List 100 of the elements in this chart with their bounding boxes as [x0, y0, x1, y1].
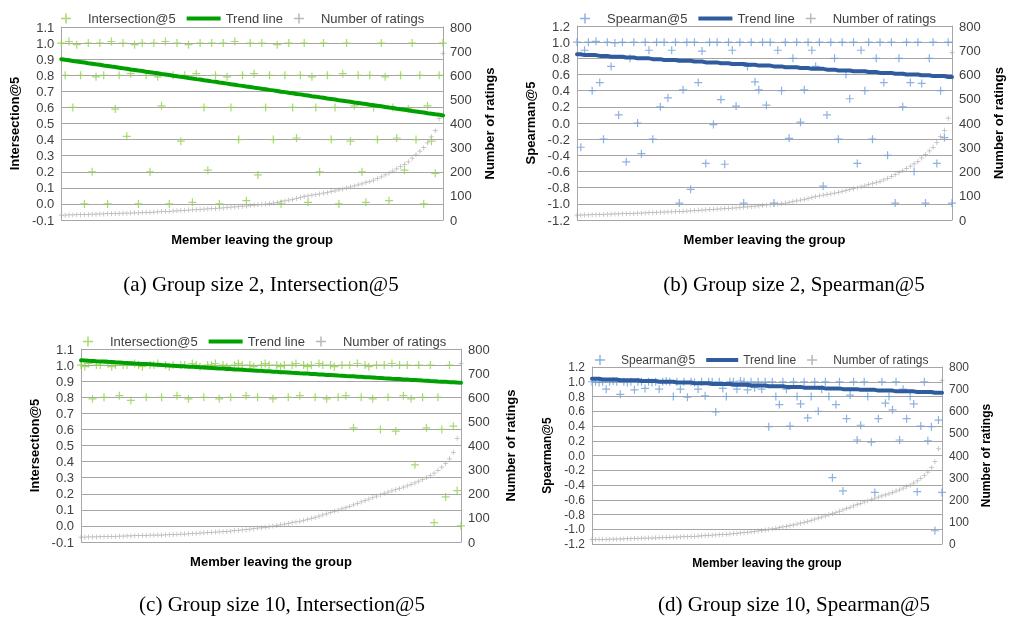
- y2-tick-label: 700: [450, 43, 472, 59]
- y-tick-label: 0.0: [55, 518, 74, 534]
- y-tick-label: -1.2: [564, 537, 586, 551]
- y-axis-title: Spearman@5: [540, 416, 555, 494]
- y2-tick-label: 0: [468, 534, 476, 550]
- legend-label: Intersection@5: [88, 11, 176, 26]
- x-axis-title: Member leaving the group: [683, 231, 846, 247]
- y-tick-label: -0.1: [31, 212, 55, 228]
- legend-label: Number of ratings: [832, 11, 937, 26]
- y2-tick-label: 800: [450, 19, 472, 35]
- y2-tick-label: 100: [468, 510, 490, 526]
- y2-axis-title: Number of ratings: [991, 67, 1006, 179]
- y2-tick-label: 800: [949, 360, 970, 374]
- y-tick-label: 1.0: [36, 35, 55, 51]
- y-tick-label: 1.1: [36, 19, 55, 35]
- y2-tick-label: 0: [450, 212, 458, 228]
- y2-tick-label: 600: [949, 404, 970, 419]
- y2-tick-label: 700: [468, 365, 490, 381]
- y-axis-title: Spearman@5: [522, 81, 538, 165]
- y-tick-label: 0.6: [551, 67, 570, 82]
- y2-tick-label: 700: [949, 382, 970, 397]
- y-tick-label: 0.8: [568, 389, 586, 404]
- text: (d) Group size 10, Spearman@5: [658, 591, 930, 616]
- y-tick-label: 1.2: [551, 18, 570, 34]
- y-tick-label: -0.8: [547, 180, 570, 196]
- legend-label: Trend line: [247, 334, 305, 349]
- text: (a) Group size 2, Intersection@5: [123, 271, 399, 296]
- legend-label: Trend line: [737, 11, 795, 26]
- y-tick-label: -0.6: [547, 164, 570, 179]
- y2-tick-label: 300: [949, 470, 970, 485]
- y2-tick-label: 400: [959, 115, 981, 131]
- y-tick-label: -0.2: [547, 131, 570, 147]
- x-axis-title: Member leaving the group: [190, 553, 352, 569]
- y-tick-label: -0.6: [564, 492, 586, 507]
- x-axis-title: Member leaving the group: [692, 555, 842, 570]
- y2-tick-label: 300: [959, 139, 981, 155]
- y-tick-label: 0.7: [36, 83, 55, 99]
- y-tick-label: 0.3: [36, 148, 55, 164]
- y2-tick-label: 100: [450, 188, 472, 204]
- y-tick-label: 0.1: [55, 502, 74, 518]
- y-tick-label: 1.0: [568, 374, 586, 389]
- y-tick-label: 0.1: [36, 180, 55, 196]
- y-tick-label: -1.0: [564, 522, 586, 537]
- y2-tick-label: 600: [468, 389, 490, 405]
- legend-label: Spearman@5: [607, 11, 688, 26]
- y2-tick-label: 300: [450, 140, 472, 156]
- y-tick-label: 0.4: [36, 132, 55, 148]
- y-tick-label: 0.9: [36, 51, 55, 67]
- y2-tick-label: 400: [468, 438, 490, 453]
- y-tick-label: 0.6: [568, 404, 586, 419]
- legend-label: Number of ratings: [833, 353, 929, 367]
- y2-axis-title: Number of ratings: [503, 389, 518, 502]
- y-tick-label: 0.0: [568, 448, 586, 463]
- y-tick-label: -1.2: [547, 212, 570, 228]
- y-tick-label: -0.2: [564, 463, 586, 478]
- y-tick-label: 0.8: [36, 67, 55, 83]
- legend-label: Trend line: [743, 353, 797, 367]
- y-tick-label: -0.1: [51, 534, 74, 550]
- y-tick-label: 0.5: [55, 438, 74, 453]
- y-tick-label: 0.2: [568, 433, 586, 448]
- y-tick-label: 0.2: [551, 99, 570, 115]
- y2-tick-label: 500: [450, 91, 472, 107]
- y-tick-label: 1.2: [568, 360, 586, 374]
- legend-label: Number of ratings: [320, 11, 425, 26]
- y2-tick-label: 200: [959, 164, 981, 179]
- y-tick-label: 1.1: [55, 341, 74, 357]
- y-tick-label: 0.3: [55, 470, 74, 486]
- y2-tick-label: 400: [450, 116, 472, 131]
- y2-tick-label: 400: [949, 448, 970, 463]
- y2-tick-label: 500: [959, 91, 981, 107]
- y-tick-label: 0.8: [55, 389, 74, 405]
- y-tick-label: 0.9: [55, 373, 74, 389]
- y2-axis-title: Number of ratings: [979, 403, 993, 508]
- text: (c) Group size 10, Intersection@5: [139, 591, 425, 616]
- y-tick-label: 0.4: [55, 454, 74, 470]
- y-tick-label: 0.2: [36, 164, 55, 180]
- y-tick-label: 0.4: [551, 83, 570, 99]
- y2-tick-label: 100: [949, 514, 970, 529]
- legend-label: Spearman@5: [621, 353, 696, 367]
- y-tick-label: -1.0: [547, 196, 570, 212]
- y2-tick-label: 300: [468, 462, 490, 478]
- y-tick-label: 1.0: [55, 357, 74, 373]
- y2-tick-label: 600: [959, 67, 981, 82]
- legend-label: Number of ratings: [342, 334, 447, 349]
- legend-label: Intersection@5: [110, 334, 198, 349]
- y2-tick-label: 0: [959, 212, 967, 228]
- y-axis-title: Intersection@5: [7, 76, 22, 171]
- line-series: [79, 358, 463, 385]
- y2-tick-label: 500: [468, 413, 490, 429]
- x-axis-title: Member leaving the group: [171, 231, 334, 247]
- text: (b) Group size 2, Spearman@5: [663, 271, 925, 296]
- y2-tick-label: 200: [468, 486, 490, 502]
- y2-tick-label: 800: [468, 341, 490, 357]
- y-tick-label: 0.6: [55, 421, 74, 437]
- y2-tick-label: 800: [959, 18, 981, 34]
- y-axis-title: Intersection@5: [26, 398, 42, 493]
- y2-tick-label: 700: [959, 42, 981, 58]
- y2-tick-label: 200: [450, 164, 472, 180]
- y2-tick-label: 500: [949, 426, 970, 441]
- y-tick-label: 0.2: [55, 486, 74, 502]
